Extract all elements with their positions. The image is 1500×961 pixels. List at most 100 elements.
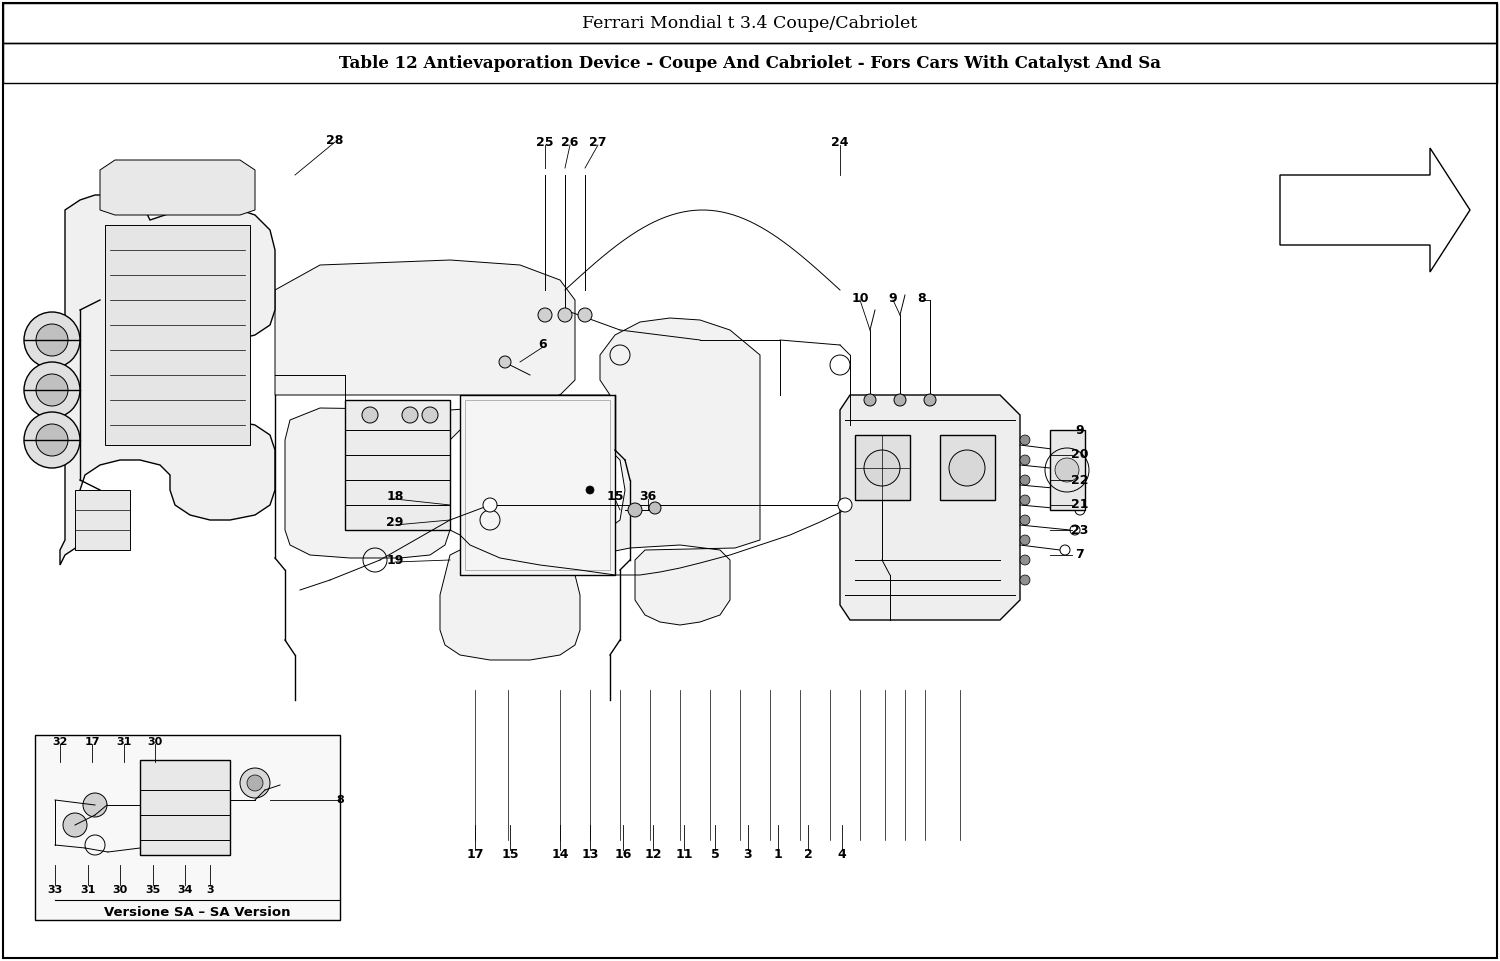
Circle shape xyxy=(578,308,592,322)
Text: 17: 17 xyxy=(466,849,483,861)
Text: 9: 9 xyxy=(888,291,897,305)
Text: 30: 30 xyxy=(147,737,162,747)
Circle shape xyxy=(402,407,418,423)
Text: 10: 10 xyxy=(852,291,868,305)
Circle shape xyxy=(1070,465,1080,475)
Circle shape xyxy=(1060,545,1070,555)
Circle shape xyxy=(422,407,438,423)
Bar xyxy=(3,3,1497,43)
Text: 21: 21 xyxy=(1071,499,1089,511)
Bar xyxy=(345,400,450,530)
Circle shape xyxy=(1020,535,1031,545)
Text: 7: 7 xyxy=(1076,549,1084,561)
Circle shape xyxy=(24,362,80,418)
Text: 25: 25 xyxy=(537,136,554,150)
Text: 20: 20 xyxy=(1071,449,1089,461)
Circle shape xyxy=(894,394,906,406)
Text: 11: 11 xyxy=(675,849,693,861)
Text: 14: 14 xyxy=(552,849,568,861)
Text: 13: 13 xyxy=(582,849,598,861)
Bar xyxy=(855,435,910,500)
Circle shape xyxy=(1054,458,1078,482)
Text: 29: 29 xyxy=(387,516,404,530)
Circle shape xyxy=(36,424,68,456)
Polygon shape xyxy=(274,260,760,660)
Circle shape xyxy=(924,394,936,406)
Circle shape xyxy=(1020,455,1031,465)
Text: 34: 34 xyxy=(177,885,192,895)
Polygon shape xyxy=(1280,148,1470,272)
Text: 1: 1 xyxy=(774,849,783,861)
Polygon shape xyxy=(840,395,1020,620)
Text: Ferrari Mondial t 3.4 Coupe/Cabriolet: Ferrari Mondial t 3.4 Coupe/Cabriolet xyxy=(582,14,918,32)
Circle shape xyxy=(864,394,876,406)
Text: 35: 35 xyxy=(146,885,160,895)
Text: 31: 31 xyxy=(117,737,132,747)
Circle shape xyxy=(63,813,87,837)
Circle shape xyxy=(240,768,270,798)
Text: 8: 8 xyxy=(918,291,927,305)
Circle shape xyxy=(483,498,496,512)
Circle shape xyxy=(1070,525,1080,535)
Circle shape xyxy=(1020,575,1031,585)
Text: 36: 36 xyxy=(639,490,657,504)
Circle shape xyxy=(24,412,80,468)
Text: Table 12 Antievaporation Device - Coupe And Cabriolet - Fors Cars With Catalyst : Table 12 Antievaporation Device - Coupe … xyxy=(339,55,1161,71)
Circle shape xyxy=(1076,505,1084,515)
Text: 33: 33 xyxy=(48,885,63,895)
Text: 18: 18 xyxy=(387,490,404,504)
Text: 12: 12 xyxy=(645,849,662,861)
Text: 3: 3 xyxy=(206,885,214,895)
Text: 5: 5 xyxy=(711,849,720,861)
Bar xyxy=(34,735,340,920)
Circle shape xyxy=(1020,555,1031,565)
Text: 4: 4 xyxy=(837,849,846,861)
Circle shape xyxy=(538,308,552,322)
Circle shape xyxy=(950,450,986,486)
Text: 27: 27 xyxy=(590,136,606,150)
Bar xyxy=(3,43,1497,83)
Bar xyxy=(105,225,250,445)
Circle shape xyxy=(628,503,642,517)
Text: 15: 15 xyxy=(501,849,519,861)
Text: 23: 23 xyxy=(1071,524,1089,536)
Circle shape xyxy=(500,356,512,368)
Text: 15: 15 xyxy=(606,490,624,504)
Text: Versione SA – SA Version: Versione SA – SA Version xyxy=(104,905,291,919)
Polygon shape xyxy=(60,195,274,565)
Text: 31: 31 xyxy=(81,885,96,895)
Circle shape xyxy=(36,324,68,356)
Text: 8: 8 xyxy=(336,795,344,805)
Text: 9: 9 xyxy=(1076,424,1084,436)
Circle shape xyxy=(1020,475,1031,485)
Text: 30: 30 xyxy=(112,885,128,895)
Polygon shape xyxy=(100,160,255,215)
Circle shape xyxy=(1020,435,1031,445)
Text: 28: 28 xyxy=(327,134,344,146)
Circle shape xyxy=(1020,495,1031,505)
Bar xyxy=(465,400,610,570)
Circle shape xyxy=(650,502,662,514)
Text: 26: 26 xyxy=(561,136,579,150)
Text: 19: 19 xyxy=(387,554,404,566)
Circle shape xyxy=(82,793,106,817)
Circle shape xyxy=(586,486,594,494)
Bar xyxy=(140,760,230,855)
Text: 24: 24 xyxy=(831,136,849,150)
Circle shape xyxy=(864,450,900,486)
Text: 17: 17 xyxy=(84,737,99,747)
Text: 6: 6 xyxy=(538,338,548,352)
Bar xyxy=(1050,430,1084,510)
Text: 3: 3 xyxy=(744,849,753,861)
Circle shape xyxy=(558,308,572,322)
Text: 22: 22 xyxy=(1071,474,1089,486)
Circle shape xyxy=(1076,485,1084,495)
Bar xyxy=(940,435,994,500)
Circle shape xyxy=(362,407,378,423)
Circle shape xyxy=(1060,445,1070,455)
Text: 2: 2 xyxy=(804,849,813,861)
Text: 32: 32 xyxy=(53,737,68,747)
Circle shape xyxy=(36,374,68,406)
Text: 16: 16 xyxy=(615,849,632,861)
Bar xyxy=(75,490,130,550)
